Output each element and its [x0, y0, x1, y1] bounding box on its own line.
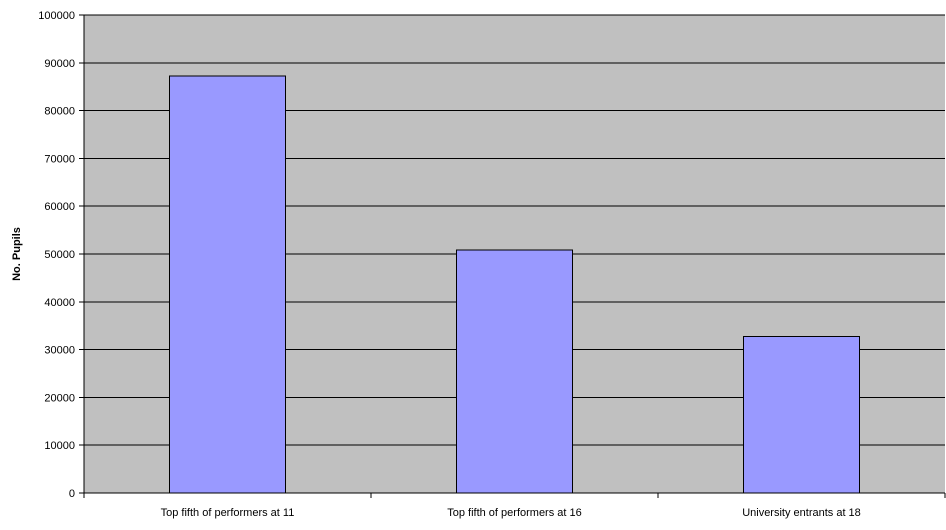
- y-tick-label: 0: [69, 488, 75, 500]
- bar: [169, 75, 286, 494]
- bar: [456, 249, 573, 494]
- x-tick-label: University entrants at 18: [742, 507, 861, 519]
- y-tick-label: 20000: [44, 392, 75, 404]
- y-tick-label: 50000: [44, 249, 75, 261]
- y-tick-label: 60000: [44, 201, 75, 213]
- y-tick-label: 40000: [44, 297, 75, 309]
- axes: [79, 14, 946, 498]
- y-tick-label: 100000: [38, 10, 75, 22]
- y-tick-label: 90000: [44, 58, 75, 70]
- y-tick-label: 30000: [44, 345, 75, 357]
- x-tick-labels: Top fifth of performers at 11 Top fifth o…: [161, 507, 861, 519]
- bars: [169, 75, 860, 494]
- y-tick-label: 80000: [44, 106, 75, 118]
- x-tick-label: Top fifth of performers at 11: [161, 507, 295, 519]
- y-tick-label: 10000: [44, 440, 75, 452]
- y-tick-label: 70000: [44, 153, 75, 165]
- y-axis-title: No. Pupils: [11, 227, 23, 281]
- x-tick-label: Top fifth of performers at 16: [447, 507, 582, 519]
- y-tick-labels: 0 10000 20000 30000 40000 50000 60000 70000 8000…: [38, 10, 75, 500]
- bar: [743, 336, 860, 494]
